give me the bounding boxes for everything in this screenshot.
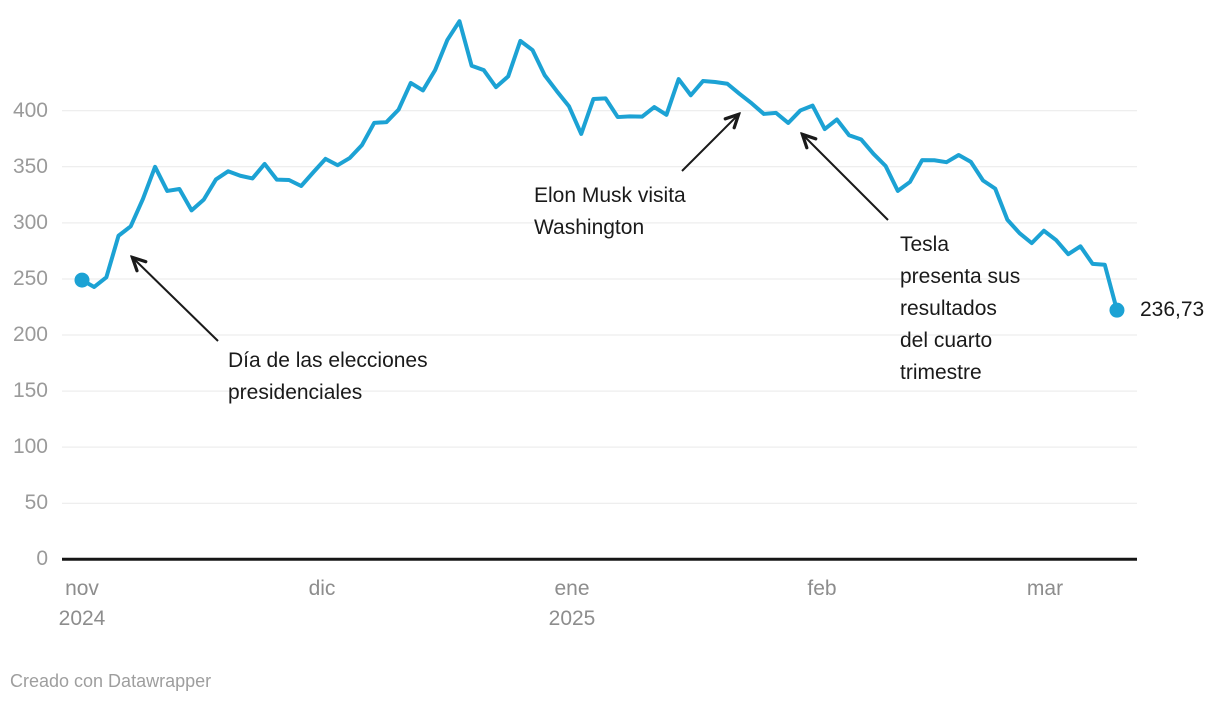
x-tick-label: nov 2024: [58, 577, 106, 630]
y-tick-label: 0: [36, 547, 48, 571]
y-tick-label: 100: [12, 435, 48, 459]
y-tick-label: 300: [12, 210, 48, 234]
x-tick-label: feb: [807, 577, 837, 600]
y-tick-label: 250: [12, 266, 48, 290]
start-point-dot: [74, 272, 90, 288]
annotation-arrow: [681, 115, 738, 172]
end-point-dot: [1109, 302, 1125, 318]
y-tick-label: 400: [12, 98, 48, 122]
y-tick-label: 150: [12, 379, 48, 403]
x-tick-label: ene 2025: [548, 577, 596, 630]
y-tick-label: 50: [24, 491, 48, 515]
annotation-election-day: Día de las elecciones presidenciales: [228, 349, 428, 404]
annotation-q4-results: Tesla presenta sus resultados del cuarto…: [900, 233, 1021, 384]
x-tick-label: dic: [308, 577, 336, 600]
end-value-label: 236,73: [1140, 298, 1205, 321]
x-tick-label: mar: [1026, 577, 1064, 600]
annotation-arrow: [133, 258, 219, 342]
y-tick-label: 200: [12, 323, 48, 347]
annotation-arrow: [803, 135, 889, 221]
attribution-text: Creado con Datawrapper: [10, 671, 212, 691]
price-line: [80, 19, 1119, 313]
y-tick-label: 350: [12, 154, 48, 178]
annotation-musk-washington: Elon Musk visita Washington: [534, 184, 686, 239]
line-chart-svg: [62, 19, 1137, 561]
grid-lines: [62, 110, 1137, 504]
